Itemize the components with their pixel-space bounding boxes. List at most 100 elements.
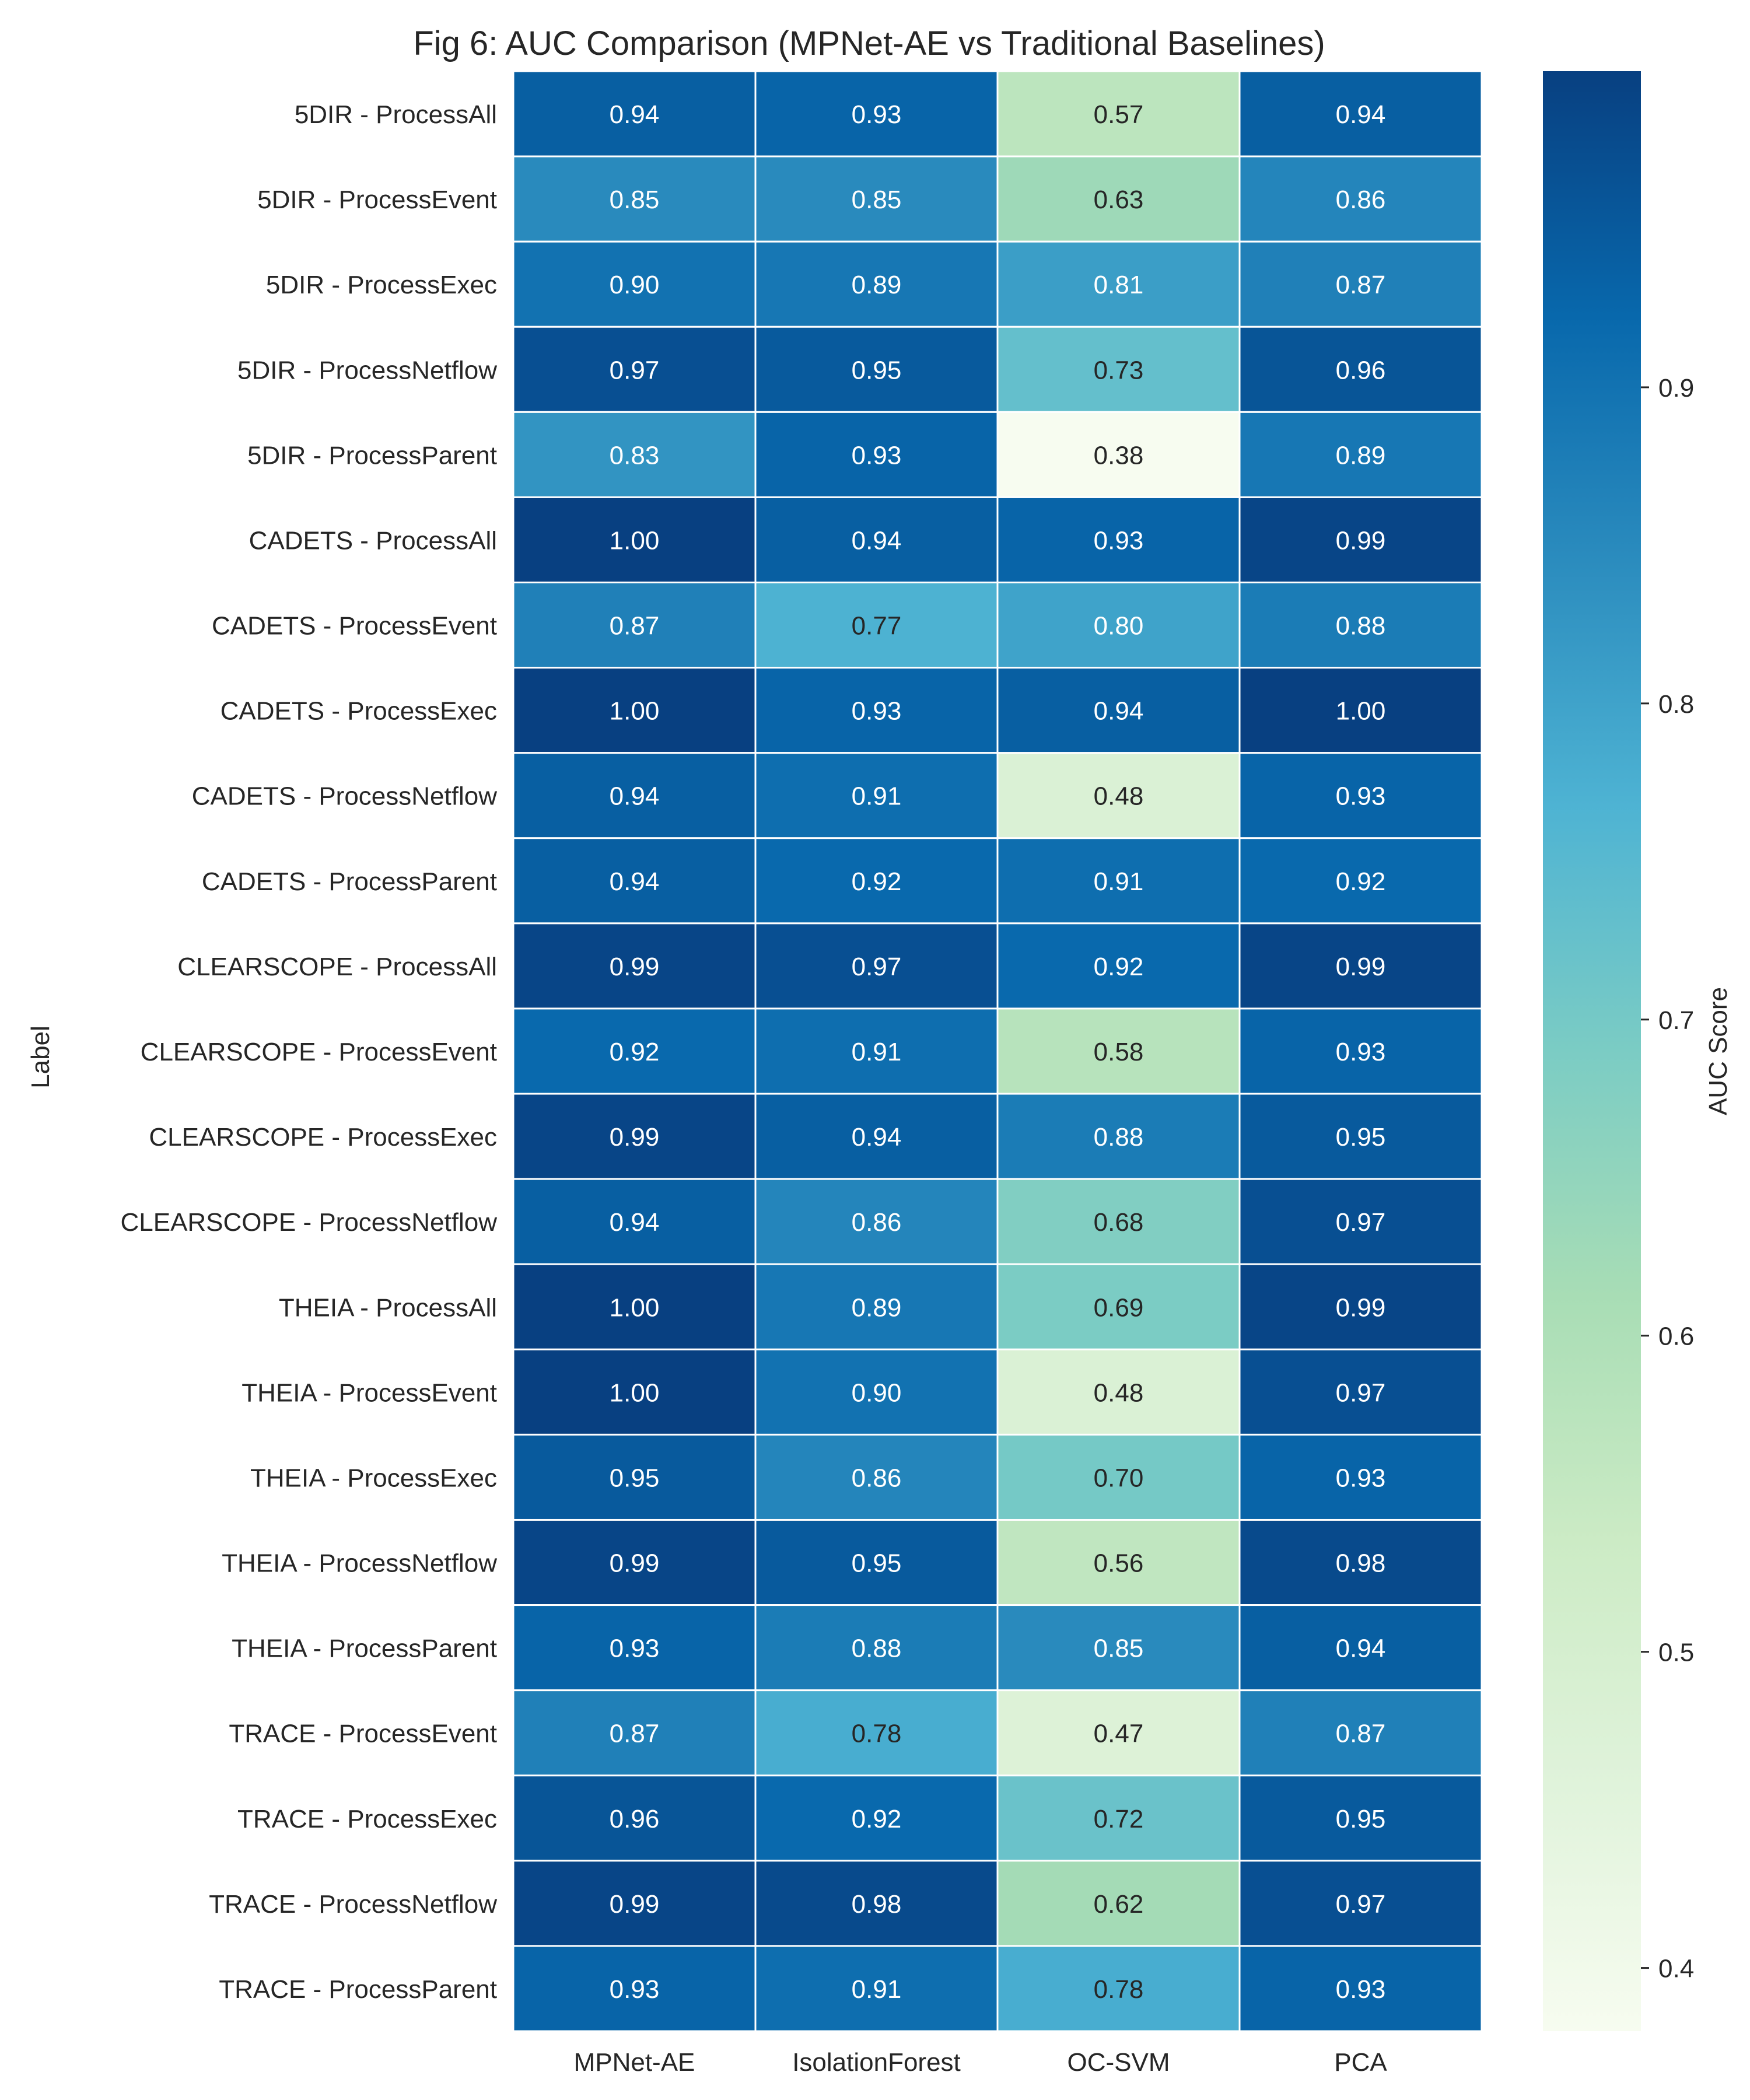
cell-value-label: 0.87: [1336, 1720, 1386, 1748]
heatmap-cell: [754, 1774, 999, 1862]
cell-value-label: 0.88: [1336, 612, 1386, 640]
cell-value-label: 0.93: [1336, 782, 1386, 811]
colorbar-tick-label: 0.8: [1658, 690, 1694, 719]
cell-value-label: 0.78: [852, 1720, 902, 1748]
heatmap-cell: [1238, 1860, 1483, 1947]
row-tick-label: TRACE - ProcessEvent: [229, 1720, 497, 1748]
column-labels: MPNet-AE IsolationForest OC-SVM PCA: [574, 2048, 1388, 2077]
row-tick-label: THEIA - ProcessNetflow: [222, 1549, 497, 1578]
cell-value-label: 0.85: [610, 186, 660, 214]
cell-value-label: 0.93: [852, 441, 902, 470]
cell-value-label: 0.93: [1336, 1464, 1386, 1492]
heatmap-cell: [996, 1263, 1241, 1350]
cell-value-label: 0.97: [1336, 1208, 1386, 1237]
column-tick-label: IsolationForest: [792, 2048, 961, 2077]
heatmap-cell: [1238, 1689, 1483, 1777]
cell-value-label: 0.89: [852, 271, 902, 299]
cell-value-label: 0.95: [1336, 1805, 1386, 1833]
heatmap-cell: [512, 1007, 757, 1095]
y-axis-label: Label: [26, 1026, 55, 1088]
heatmap-cell: [512, 411, 757, 498]
cell-value-label: 0.73: [1094, 356, 1144, 384]
row-tick-label: THEIA - ProcessAll: [279, 1293, 497, 1322]
column-tick-label: PCA: [1334, 2048, 1387, 2077]
cell-value-label: 0.89: [1336, 441, 1386, 470]
cell-value-label: 0.93: [1094, 526, 1144, 555]
heatmap-cell: [1238, 582, 1483, 669]
cell-value-label: 0.91: [1094, 867, 1144, 896]
cell-value-label: 0.95: [1336, 1123, 1386, 1152]
cell-value-label: 0.85: [852, 186, 902, 214]
heatmap-cell: [1238, 70, 1483, 158]
heatmap-cell: [1238, 1348, 1483, 1436]
cell-value-label: 0.99: [610, 953, 660, 981]
heatmap-cell: [754, 155, 999, 243]
heatmap-cell: [512, 70, 757, 158]
cell-value-label: 0.58: [1094, 1038, 1144, 1066]
row-labels: 5DIR - ProcessAll 5DIR - ProcessEvent 5DIR…: [120, 100, 497, 2004]
heatmap-cell: [512, 1178, 757, 1265]
cell-value-label: 0.96: [610, 1805, 660, 1833]
row-tick-label: CADETS - ProcessAll: [249, 526, 497, 555]
cell-value-label: 0.97: [1336, 1890, 1386, 1919]
heatmap-cell: [512, 1093, 757, 1180]
row-tick-label: THEIA - ProcessExec: [250, 1464, 497, 1492]
heatmap-cell: [512, 1860, 757, 1947]
cell-value-label: 0.93: [852, 697, 902, 726]
cell-value-label: 0.87: [610, 1720, 660, 1748]
heatmap-cell: [996, 922, 1241, 1010]
cell-value-label: 0.90: [852, 1378, 902, 1407]
cell-value-label: 0.98: [1336, 1549, 1386, 1578]
cell-value-label: 0.86: [852, 1208, 902, 1237]
row-tick-label: CADETS - ProcessEvent: [212, 612, 497, 640]
heatmap-cell: [996, 1774, 1241, 1862]
cell-value-label: 0.87: [610, 612, 660, 640]
cell-value-label: 0.88: [852, 1634, 902, 1663]
cell-value-label: 0.99: [610, 1123, 660, 1152]
column-tick-label: MPNet-AE: [574, 2048, 695, 2077]
heatmap-cell: [754, 326, 999, 413]
heatmap-cell: [512, 1689, 757, 1777]
cell-value-label: 1.00: [610, 1293, 660, 1322]
cell-value-label: 0.95: [610, 1464, 660, 1492]
cell-value-label: 0.93: [1336, 1038, 1386, 1066]
heatmap-cell: [996, 70, 1241, 158]
heatmap-cell: [512, 837, 757, 925]
heatmap-cell: [1238, 1433, 1483, 1521]
cell-value-label: 0.94: [852, 526, 902, 555]
heatmap-cell: [1238, 922, 1483, 1010]
cell-value-label: 0.83: [610, 441, 660, 470]
chart-title: Fig 6: AUC Comparison (MPNet-AE vs Tradi…: [413, 24, 1325, 62]
heatmap-cell: [754, 496, 999, 584]
cell-value-label: 0.94: [610, 782, 660, 811]
colorbar-gradient: [1543, 71, 1641, 2031]
heatmap-cell: [754, 1689, 999, 1777]
cell-value-label: 0.77: [852, 612, 902, 640]
heatmap-cell: [512, 1348, 757, 1436]
cell-value-label: 0.99: [610, 1890, 660, 1919]
cell-value-label: 0.47: [1094, 1720, 1144, 1748]
cell-value-label: 0.95: [852, 356, 902, 384]
heatmap-cell: [1238, 326, 1483, 413]
cell-value-label: 1.00: [610, 526, 660, 555]
heatmap-cell: [1238, 1945, 1483, 2032]
heatmap-cell: [512, 1774, 757, 1862]
cell-value-label: 0.96: [1336, 356, 1386, 384]
heatmap-cell: [1238, 240, 1483, 328]
cell-value-label: 0.97: [610, 356, 660, 384]
cell-value-label: 0.85: [1094, 1634, 1144, 1663]
cell-value-label: 0.93: [610, 1634, 660, 1663]
heatmap-cell: [996, 1433, 1241, 1521]
row-tick-label: CADETS - ProcessParent: [202, 867, 497, 896]
row-tick-label: CLEARSCOPE - ProcessAll: [177, 953, 497, 981]
heatmap-cell: [996, 1689, 1241, 1777]
row-tick-label: CLEARSCOPE - ProcessExec: [149, 1123, 497, 1152]
cell-value-label: 0.94: [1094, 697, 1144, 726]
heatmap-cell: [754, 1518, 999, 1606]
cell-value-label: 0.91: [852, 1975, 902, 2004]
heatmap-cell: [754, 1604, 999, 1692]
cell-value-label: 0.94: [610, 1208, 660, 1237]
colorbar-tick-label: 0.6: [1658, 1322, 1694, 1351]
heatmap-cell: [996, 1093, 1241, 1180]
cell-value-label: 0.69: [1094, 1293, 1144, 1322]
